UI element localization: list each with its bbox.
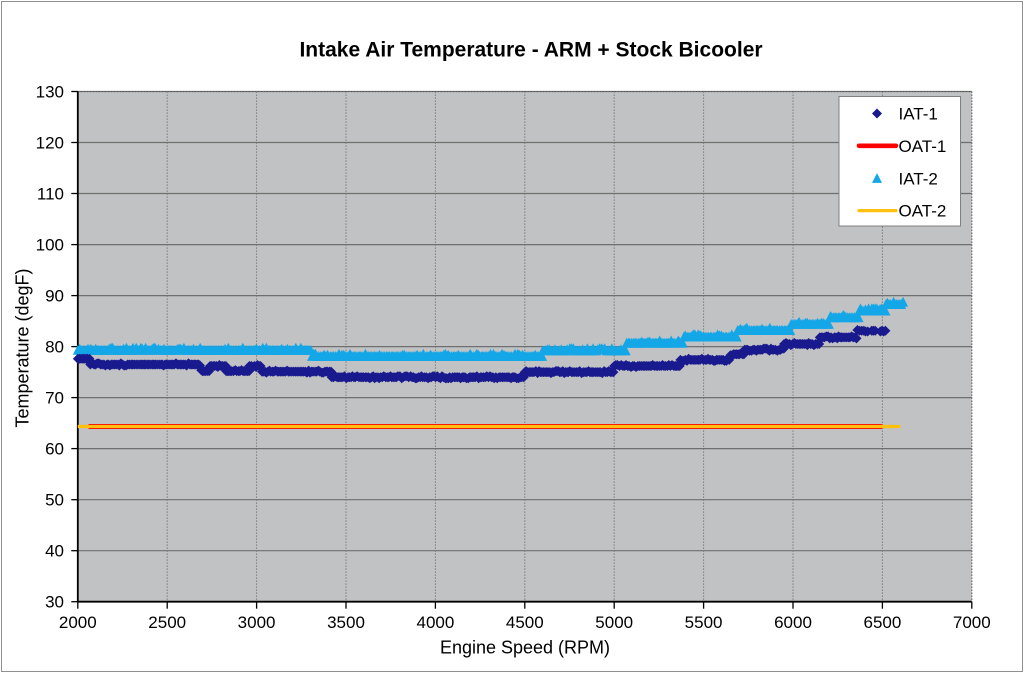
svg-text:OAT-1: OAT-1 bbox=[899, 137, 947, 156]
svg-text:4000: 4000 bbox=[416, 613, 454, 632]
svg-text:IAT-2: IAT-2 bbox=[899, 169, 938, 188]
svg-text:6500: 6500 bbox=[863, 613, 901, 632]
svg-text:2000: 2000 bbox=[59, 613, 97, 632]
svg-text:2500: 2500 bbox=[148, 613, 186, 632]
svg-text:80: 80 bbox=[45, 338, 64, 357]
svg-text:6000: 6000 bbox=[774, 613, 812, 632]
svg-text:110: 110 bbox=[37, 185, 64, 204]
svg-text:OAT-2: OAT-2 bbox=[899, 202, 947, 221]
svg-text:40: 40 bbox=[45, 542, 64, 561]
svg-text:5500: 5500 bbox=[685, 613, 723, 632]
svg-text:3500: 3500 bbox=[327, 613, 365, 632]
svg-text:Intake Air Temperature - ARM +: Intake Air Temperature - ARM + Stock Bic… bbox=[299, 39, 762, 62]
svg-text:IAT-1: IAT-1 bbox=[899, 105, 938, 124]
svg-text:120: 120 bbox=[36, 134, 64, 153]
svg-text:4500: 4500 bbox=[506, 613, 544, 632]
svg-text:60: 60 bbox=[45, 440, 64, 459]
svg-text:Temperature (degF): Temperature (degF) bbox=[13, 268, 33, 427]
svg-text:130: 130 bbox=[36, 83, 64, 102]
svg-text:3000: 3000 bbox=[238, 613, 276, 632]
svg-text:100: 100 bbox=[36, 236, 64, 255]
svg-text:70: 70 bbox=[45, 389, 64, 408]
svg-text:90: 90 bbox=[45, 287, 64, 306]
svg-text:50: 50 bbox=[45, 491, 64, 510]
svg-text:7000: 7000 bbox=[953, 613, 991, 632]
svg-text:5000: 5000 bbox=[595, 613, 633, 632]
svg-text:30: 30 bbox=[45, 593, 64, 612]
svg-text:Engine Speed (RPM): Engine Speed (RPM) bbox=[440, 638, 610, 658]
